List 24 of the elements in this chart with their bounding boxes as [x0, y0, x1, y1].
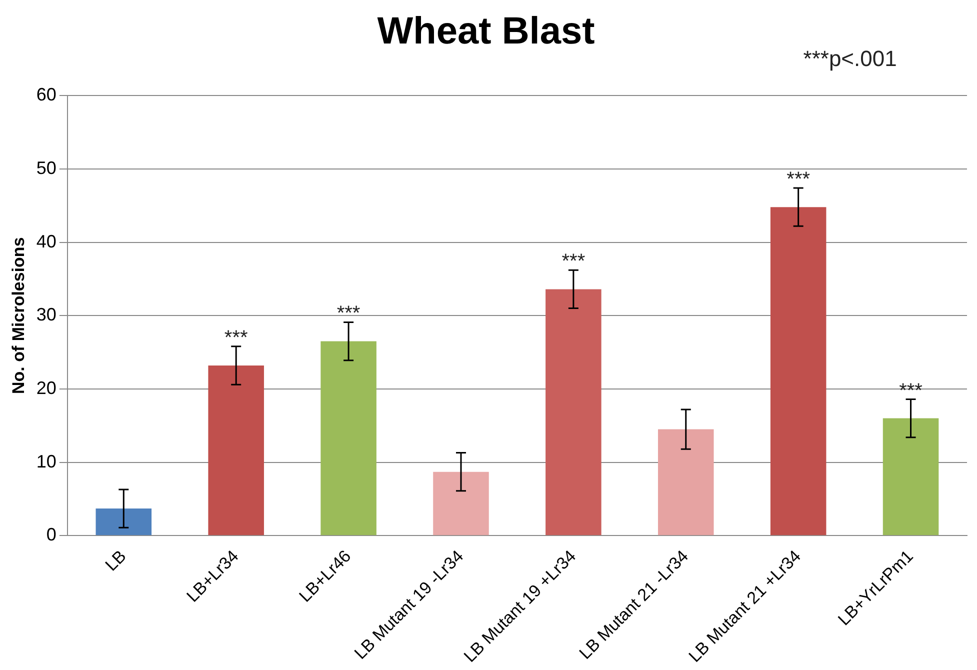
annotation: *** [562, 250, 586, 273]
annotation: *** [336, 302, 360, 325]
annotation: *** [786, 168, 810, 191]
y-tick-label: 30 [36, 304, 56, 325]
bar [770, 207, 826, 536]
annotation: *** [899, 380, 923, 402]
y-tick-label: 50 [36, 158, 56, 178]
x-tick-label: LB [102, 546, 130, 575]
bar [433, 472, 489, 536]
y-axis-title: No. of Microlesions [8, 237, 28, 394]
bar [546, 289, 602, 536]
text: ***p<.001 [803, 46, 897, 72]
bar [658, 429, 714, 536]
bar [882, 418, 939, 536]
y-tick-label: 10 [36, 451, 56, 472]
y-tick-label: 60 [36, 84, 56, 105]
y-tick-label: 20 [36, 378, 56, 398]
y-tick-label: 40 [36, 231, 56, 252]
bar [208, 366, 264, 536]
bar [96, 508, 152, 536]
annotation: *** [224, 326, 248, 349]
bar [320, 341, 376, 536]
y-tick-label: 0 [46, 524, 56, 545]
chart-title: Wheat Blast [377, 10, 596, 52]
